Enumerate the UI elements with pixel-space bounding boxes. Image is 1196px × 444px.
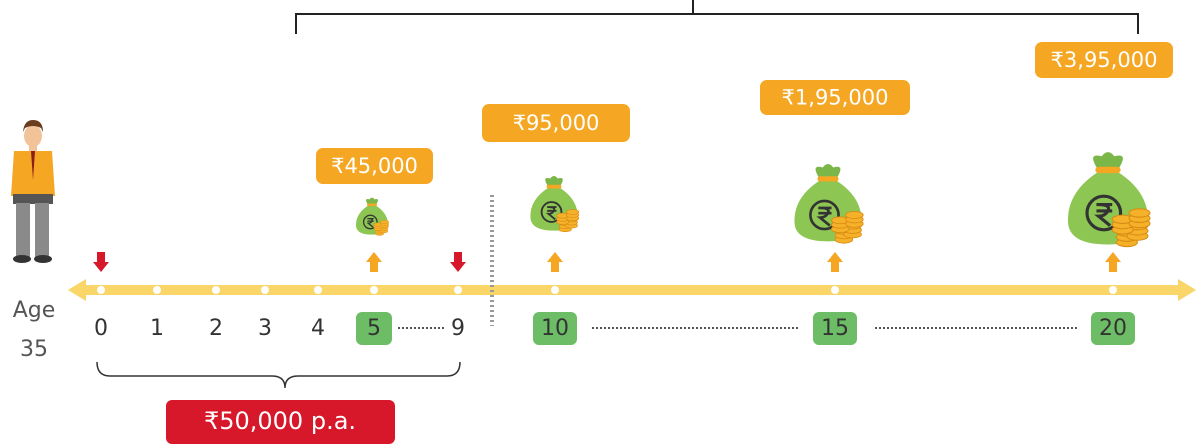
bag-neck (545, 176, 563, 186)
bag-tie (817, 176, 838, 181)
tick-label: 4 (311, 316, 325, 341)
coin (1129, 209, 1150, 217)
payout-arrow (547, 252, 563, 272)
timeline-dot (153, 286, 161, 294)
person (11, 120, 55, 263)
timeline: 0 1 2 3 4 5 9 10 15 20 ₹45,000 ₹95,000 ₹1,95,000 ₹3,9… (93, 42, 1173, 345)
money-bag (530, 176, 578, 232)
timeline-dot (454, 286, 462, 294)
coin (380, 220, 388, 223)
brace (97, 362, 460, 388)
premium: ₹50,000 p.a. (204, 407, 356, 435)
premium-arrow (450, 252, 466, 272)
payout-arrow (366, 252, 382, 272)
coin (846, 211, 864, 218)
age-label: Age (13, 298, 56, 323)
timeline-dot (97, 286, 105, 294)
tick-label: 5 (367, 316, 381, 341)
money-bag (356, 198, 389, 236)
payout-label: ₹95,000 (513, 111, 600, 135)
timeline-dot (831, 286, 839, 294)
tick-label: 20 (1099, 316, 1127, 341)
timeline-dot (261, 286, 269, 294)
tick-label: 9 (451, 316, 465, 341)
tick-label: 0 (94, 316, 108, 341)
timeline-dot (314, 286, 322, 294)
payout-label: ₹45,000 (331, 154, 418, 178)
payout-label: ₹1,95,000 (782, 86, 889, 110)
payout-arrow (1105, 252, 1121, 272)
tick-label: 15 (821, 316, 849, 341)
bag-tie (367, 204, 377, 207)
top-bracket (296, 0, 1138, 34)
bag-neck (816, 164, 841, 178)
tick-label: 3 (258, 316, 272, 341)
bag-neck (366, 198, 378, 205)
tick-label: 10 (541, 316, 569, 341)
tick-label: 2 (209, 316, 223, 341)
payout-label: ₹3,95,000 (1051, 48, 1158, 72)
timeline-dot (212, 286, 220, 294)
money-bag (1068, 152, 1150, 247)
timeline-dot (1109, 286, 1117, 294)
bag-tie (547, 185, 562, 189)
timeline-dot (370, 286, 378, 294)
timeline-bar (68, 279, 1196, 301)
payout-arrow (827, 252, 843, 272)
coin (566, 210, 578, 215)
bag-neck (1093, 152, 1123, 169)
premium-arrow (93, 252, 109, 272)
bag-tie (1095, 167, 1120, 173)
money-bag (794, 164, 863, 243)
age-value: 35 (20, 337, 48, 362)
diagram: Age 35 ₹50,000 p.a. 0 1 2 3 4 5 9 10 15 20 ₹45,000… (0, 0, 1196, 444)
timeline-dot (551, 286, 559, 294)
tick-label: 1 (150, 316, 164, 341)
